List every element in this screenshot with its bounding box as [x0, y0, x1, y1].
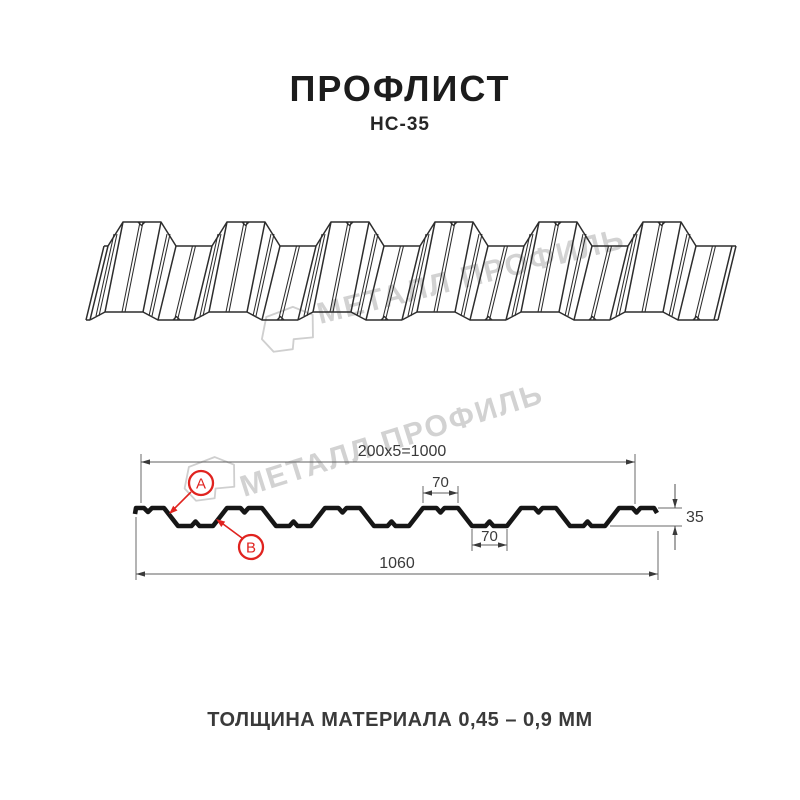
arrow-right-icon	[626, 459, 635, 465]
dimension-rib-bottom: 70	[471, 528, 508, 551]
callout-b-letter: B	[246, 540, 256, 557]
sheet-left-cut-edge	[85, 245, 108, 321]
cross-section-profile	[132, 505, 659, 529]
sheet-period	[609, 221, 733, 321]
callout-a: A	[169, 469, 215, 514]
profile-model-label: НС-35	[370, 114, 430, 135]
dim-label-total-width: 1060	[379, 555, 415, 572]
sheet-period	[89, 221, 213, 321]
arrow-left-icon	[141, 459, 150, 465]
page-title: ПРОФЛИСТ	[290, 68, 511, 109]
brand-hexagon-icon	[255, 302, 320, 356]
sheet-period	[193, 221, 317, 321]
callout-a-circle	[187, 469, 215, 497]
callout-b-circle	[237, 533, 265, 561]
dimension-height: 35	[610, 484, 704, 550]
arrow-right-icon	[649, 571, 658, 577]
watermark-text-lower: МЕТАЛЛ ПРОФИЛЬ	[236, 377, 547, 504]
sheet-3d-view	[85, 221, 737, 321]
dimension-total-width: 1060	[135, 517, 659, 580]
dim-label-rib-bottom: 70	[481, 528, 498, 545]
arrow-right-icon	[498, 542, 507, 548]
arrow-left-icon	[136, 571, 145, 577]
callout-b: B	[216, 519, 265, 561]
arrow-right-icon	[449, 490, 458, 496]
callout-arrowhead-icon	[216, 519, 226, 527]
sheet-right-cut-edge	[713, 245, 737, 321]
dim-label-rib-top: 70	[432, 474, 449, 491]
callout-arrowhead-icon	[169, 505, 178, 514]
arrow-down-icon	[672, 499, 678, 508]
dimension-rib-top: 70	[422, 474, 459, 503]
watermark-lower: МЕТАЛЛ ПРОФИЛЬ	[178, 377, 548, 505]
callout-a-letter: A	[196, 476, 206, 493]
arrow-left-icon	[423, 490, 432, 496]
material-thickness-caption: ТОЛЩИНА МАТЕРИАЛА 0,45 – 0,9 ММ	[207, 709, 592, 731]
arrow-up-icon	[672, 526, 678, 535]
dimension-top-width: 200x5=1000	[140, 443, 636, 504]
dim-label-top-width: 200x5=1000	[358, 443, 447, 460]
arrow-left-icon	[472, 542, 481, 548]
dim-label-height: 35	[686, 509, 704, 526]
